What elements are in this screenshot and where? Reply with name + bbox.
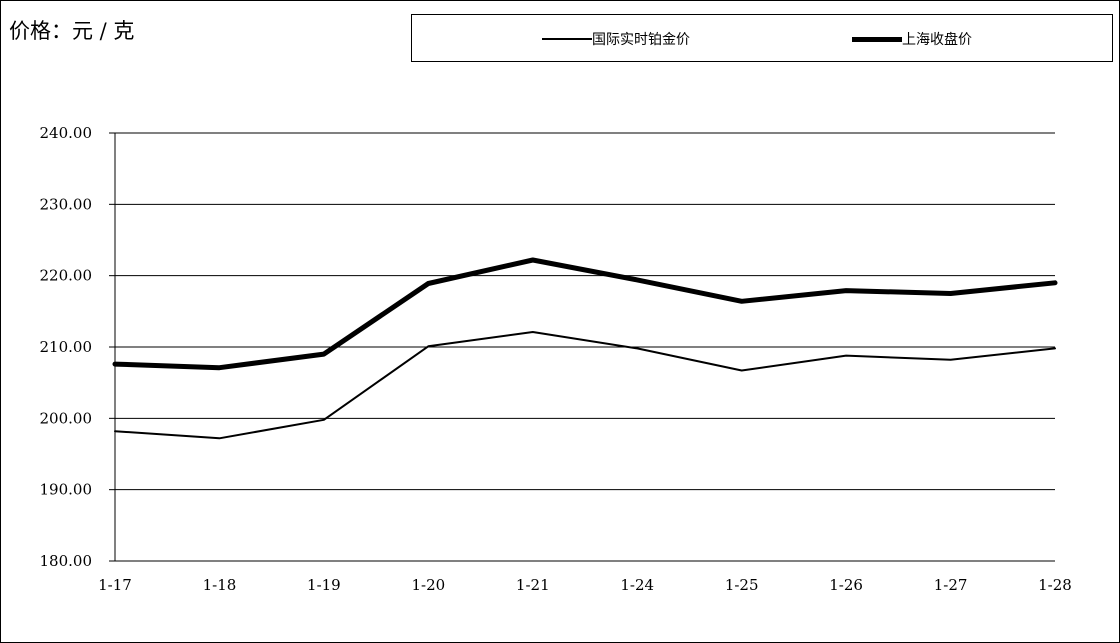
x-tick-label-2: 1-19	[307, 576, 341, 594]
x-tick-label-0: 1-17	[98, 576, 132, 594]
y-axis-unit-label: 价格：元 / 克	[9, 19, 135, 43]
y-tick-label-6: 240.00	[40, 124, 93, 142]
y-tick-label-5: 230.00	[40, 195, 93, 213]
legend-label-shanghai: 上海收盘价	[902, 32, 972, 48]
x-tick-label-7: 1-26	[829, 576, 863, 594]
x-tick-label-6: 1-25	[725, 576, 759, 594]
y-tick-label-2: 200.00	[40, 409, 93, 427]
x-tick-label-4: 1-21	[516, 576, 550, 594]
x-tick-label-3: 1-20	[411, 576, 445, 594]
y-tick-label-0: 180.00	[40, 552, 93, 570]
x-tick-label-5: 1-24	[620, 576, 654, 594]
y-tick-label-4: 220.00	[40, 267, 93, 285]
y-tick-label-3: 210.00	[40, 338, 93, 356]
legend-item-shanghai: 上海收盘价	[852, 30, 972, 48]
y-tick-label-1: 190.00	[40, 481, 93, 499]
series-line-0	[114, 331, 1056, 440]
legend-label-international: 国际实时铂金价	[592, 32, 690, 48]
legend-swatch-thick-line	[852, 36, 902, 42]
legend-swatch-thin-line	[542, 38, 592, 40]
chart-legend: 国际实时铂金价 上海收盘价	[411, 14, 1113, 62]
x-tick-label-1: 1-18	[203, 576, 237, 594]
x-tick-label-9: 1-28	[1038, 576, 1072, 594]
legend-item-international: 国际实时铂金价	[542, 30, 690, 48]
x-tick-label-8: 1-27	[934, 576, 968, 594]
series-line-1	[112, 257, 1058, 371]
